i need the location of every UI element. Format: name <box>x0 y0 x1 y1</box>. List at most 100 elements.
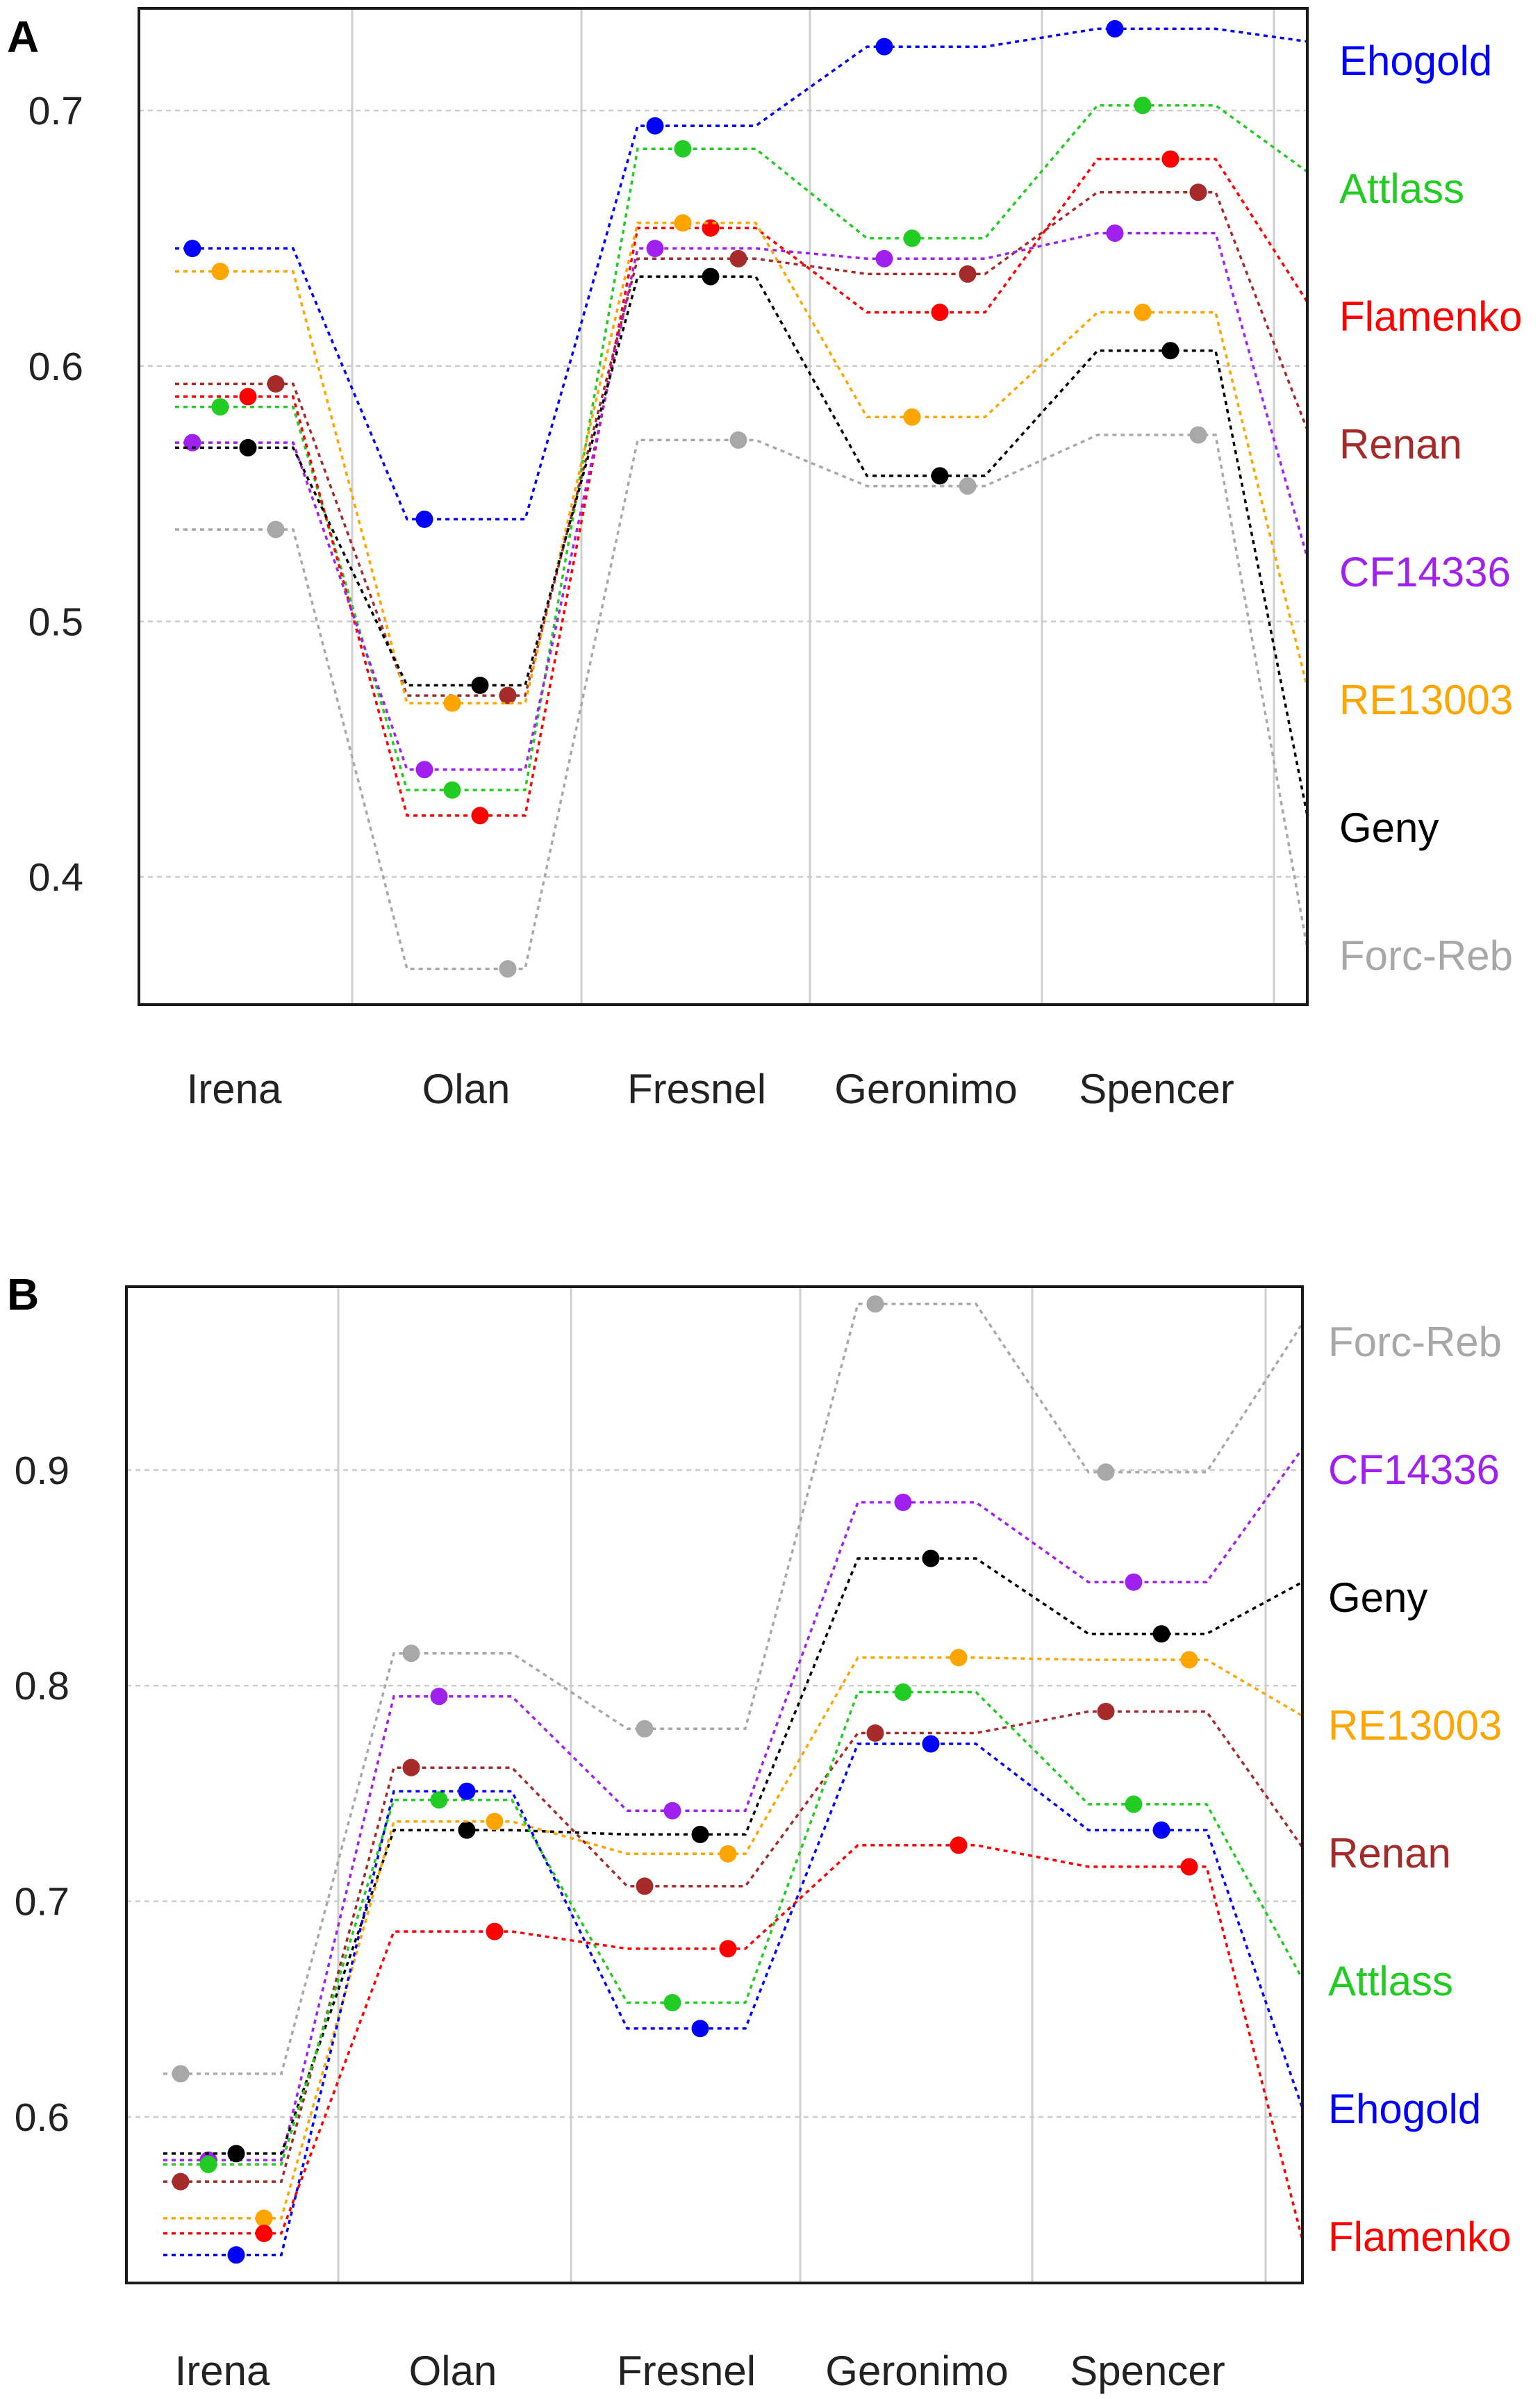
panel-b-legend-ehogold: Ehogold <box>1328 2086 1481 2132</box>
panel-b-x-tick-label: Irena <box>175 2348 270 2394</box>
panel-a-legend-renan: Renan <box>1339 421 1462 468</box>
panel-a-point-renan <box>959 265 977 283</box>
panel-a-point-attlass <box>674 140 692 158</box>
panel-b-point-forc-reb <box>636 1720 654 1738</box>
panel-b-y-tick-label: 0.8 <box>15 1664 69 1708</box>
panel-a-point-ehogold <box>183 240 201 258</box>
panel-a-point-re13003 <box>211 263 229 281</box>
panel-b-legend-re13003: RE13003 <box>1328 1702 1502 1749</box>
panel-a-point-renan <box>499 686 517 704</box>
panel-a-x-tick-label: Geronimo <box>834 1066 1017 1112</box>
panel-a-point-flamenko <box>471 807 489 825</box>
panel-a-point-renan <box>729 249 747 267</box>
panel-a-point-forc-reb <box>499 960 517 978</box>
panel-b-point-re13003 <box>719 1845 737 1863</box>
panel-b-y-tick-label: 0.9 <box>15 1449 69 1493</box>
panel-a-point-flamenko <box>1161 150 1179 168</box>
panel-b-point-attlass <box>894 1683 912 1701</box>
panel-b-point-cf14336 <box>430 1688 448 1706</box>
panel-b-legend-renan: Renan <box>1328 1830 1451 1877</box>
panel-b-point-flamenko <box>255 2225 273 2243</box>
panel-a-point-cf14336 <box>646 240 664 258</box>
panel-a-point-cf14336 <box>875 249 893 267</box>
panel-a-point-cf14336 <box>415 761 433 779</box>
panel-a-point-geny <box>931 467 949 485</box>
panel-b-point-re13003 <box>950 1649 968 1667</box>
panel-a-point-forc-reb <box>267 520 285 538</box>
panel-b-series-attlass <box>163 1683 1304 2173</box>
panel-a-y-tick-label: 0.4 <box>28 855 83 900</box>
panel-a-line-cf14336 <box>175 231 1309 771</box>
panel-b-line-re13003 <box>163 1656 1303 2220</box>
panel-b-point-geny <box>458 1821 476 1839</box>
panel-a-legend-ehogold: Ehogold <box>1339 38 1492 84</box>
panel-a-point-renan <box>267 375 285 393</box>
panel-b-point-attlass <box>199 2155 217 2173</box>
panel-b-point-geny <box>1152 1625 1170 1643</box>
panel-b-point-ehogold <box>922 1735 940 1753</box>
panel-a-point-cf14336 <box>1106 224 1124 242</box>
panel-b-point-renan <box>636 1877 654 1895</box>
panel-a-x-tick-label: Olan <box>422 1066 511 1112</box>
panel-b-line-forc-reb <box>163 1303 1304 2075</box>
panel-b-series-ehogold <box>163 1735 1304 2264</box>
panel-a-point-geny <box>702 267 720 286</box>
panel-b-point-forc-reb <box>402 1644 420 1663</box>
panel-b-series-renan <box>163 1702 1304 2191</box>
panel-b-point-re13003 <box>255 2209 273 2227</box>
panel-a-point-attlass <box>443 781 461 799</box>
panel-a-point-geny <box>1161 342 1179 360</box>
panel-a-point-attlass <box>1134 97 1152 115</box>
panel-a-series-re13003 <box>175 214 1309 712</box>
panel-a-series-renan <box>175 183 1309 704</box>
panel-a-line-renan <box>175 190 1309 697</box>
panel-b-legend-cf14336: CF14336 <box>1328 1446 1500 1493</box>
panel-b-point-attlass <box>1125 1795 1143 1813</box>
panel-a-line-geny <box>175 275 1309 816</box>
panel-b-legend-flamenko: Flamenko <box>1328 2213 1511 2260</box>
panel-b-y-tick-label: 0.7 <box>15 1880 69 1924</box>
panel-b-point-flamenko <box>950 1836 968 1854</box>
panel-b-line-renan <box>163 1710 1304 2183</box>
panel-b-point-renan <box>866 1724 884 1742</box>
panel-b-line-flamenko <box>163 1844 1304 2241</box>
panel-b-legend-geny: Geny <box>1328 1574 1427 1621</box>
panel-a-point-re13003 <box>1134 304 1152 322</box>
panel-b-legend-attlass: Attlass <box>1328 1958 1453 2004</box>
panel-b-point-ehogold <box>691 2020 709 2038</box>
panel-a-point-ehogold <box>1106 19 1124 38</box>
panel-b-point-forc-reb <box>172 2065 190 2083</box>
panel-a-legend-geny: Geny <box>1339 805 1439 851</box>
panel-b-legend-forc-reb: Forc-Reb <box>1328 1319 1502 1365</box>
panel-a-label: A <box>7 12 39 62</box>
panel-b-point-attlass <box>430 1791 448 1809</box>
panel-a-point-cf14336 <box>183 434 201 452</box>
panel-b-point-flamenko <box>486 1922 504 1940</box>
panel-a-point-flamenko <box>931 304 949 322</box>
panel-b-point-forc-reb <box>1097 1463 1115 1481</box>
panel-a-legend-forc-reb: Forc-Reb <box>1339 932 1513 979</box>
panel-a-line-forc-reb <box>175 434 1309 971</box>
panel-a-point-flamenko <box>239 388 257 406</box>
panel-a-x-tick-label: Fresnel <box>627 1066 766 1112</box>
panel-a-y-tick-label: 0.5 <box>28 600 83 644</box>
panel-b-point-renan <box>402 1758 420 1776</box>
panel-a-legend-re13003: RE13003 <box>1339 677 1513 723</box>
panel-b-point-renan <box>1097 1702 1115 1720</box>
panel-a: 0.4 0.5 0.6 0.7 Irena Olan Fresnel Geronimo Spen… <box>7 7 1522 1112</box>
panel-b-line-ehogold <box>163 1742 1304 2257</box>
panel-b-plot-frame <box>125 1285 1304 2284</box>
panel-b-point-geny <box>227 2145 245 2163</box>
panel-b-y-tick-label: 0.6 <box>15 2095 69 2140</box>
panel-a-legend-cf14336: CF14336 <box>1339 549 1511 595</box>
panel-a-series-cf14336 <box>175 224 1309 779</box>
panel-b-point-cf14336 <box>894 1493 912 1511</box>
panel-a-plot-frame <box>138 7 1309 1006</box>
panel-a-y-tick-label: 0.6 <box>28 345 83 389</box>
panel-b-series-flamenko <box>163 1836 1304 2243</box>
panel-b-series-forc-reb <box>163 1295 1304 2083</box>
panel-a-point-geny <box>471 676 489 694</box>
panel-b-point-geny <box>922 1549 940 1567</box>
panel-a-line-flamenko <box>175 158 1309 817</box>
